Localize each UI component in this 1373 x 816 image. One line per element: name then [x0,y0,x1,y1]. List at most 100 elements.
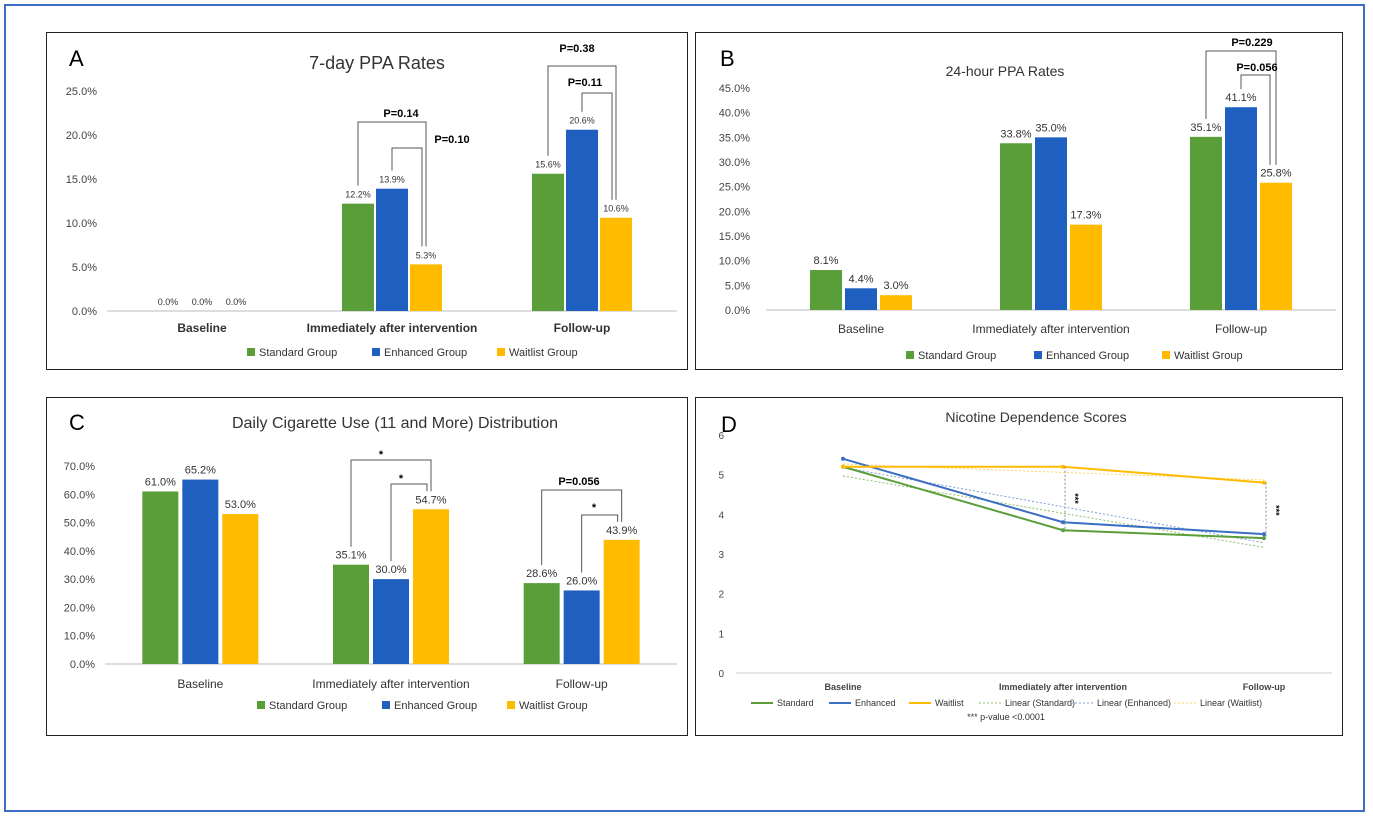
category-label: Follow-up [1215,322,1267,336]
legend-swatch [372,348,380,356]
bar [532,173,564,311]
y-tick-label: 4 [718,510,724,521]
legend-label: Waitlist Group [1174,350,1243,362]
legend-label: Linear (Enhanced) [1097,698,1171,708]
p-value-label: P=0.14 [383,108,419,120]
legend-label: Waitlist [935,698,964,708]
data-label: 33.8% [1000,128,1031,140]
data-label: 61.0% [145,476,176,488]
p-value-label: P=0.11 [568,77,603,89]
panel-d-chart: D Nicotine Dependence Scores 0 1 2 3 4 5 6 Baseli… [695,397,1343,736]
y-tick-label: 15.0% [719,231,750,243]
legend-label: Standard Group [918,350,996,362]
bar [373,579,409,664]
bar [563,590,600,664]
y-tick-label: 1 [718,629,724,640]
data-label: 54.7% [415,494,446,506]
category-label: Follow-up [554,321,611,335]
bar [603,539,640,664]
significance-bracket [541,489,623,566]
legend-label: Waitlist Group [519,700,588,712]
panel-a-chart: A 7-day PPA Rates 0.0% 5.0% 10.0% 15.0% 20.0% 2… [46,32,688,370]
legend-label: Enhanced Group [394,700,477,712]
category-label: Follow-up [556,677,608,691]
significance-bracket [390,483,428,562]
significance-bracket [391,147,423,247]
panel-letter: B [720,46,735,71]
bar [523,583,560,664]
data-point [1061,520,1065,525]
p-value-label: * [379,449,384,461]
p-value-label: P=0.056 [558,476,599,488]
bar [1070,224,1102,310]
bar [142,491,179,664]
y-tick-label: 15.0% [66,174,97,186]
chart-title: 24-hour PPA Rates [946,63,1065,79]
category-label: Baseline [838,322,884,336]
category-label: Immediately after intervention [312,677,469,691]
bar [376,188,408,311]
significance-bracket [1205,50,1277,165]
legend-label: Standard Group [269,700,347,712]
data-point [1262,480,1266,485]
y-tick-label: 0 [718,669,724,680]
p-value-label: * [592,502,597,514]
legend-swatch [1162,351,1170,359]
data-label: 43.9% [606,525,637,537]
y-tick-label: 10.0% [719,256,750,268]
bar [333,564,369,664]
significance-marker: *** [1271,505,1281,516]
bar [880,295,912,310]
significance-bracket [350,459,432,547]
chart-title: Daily Cigarette Use (11 and More) Distri… [232,415,558,432]
y-tick-label: 40.0% [719,108,750,120]
y-tick-label: 60.0% [64,489,95,501]
y-tick-label: 45.0% [719,83,750,95]
bar [1000,143,1032,310]
legend-swatch [257,701,265,709]
y-tick-label: 5 [718,471,724,482]
legend-swatch [507,701,515,709]
data-point [1262,532,1266,537]
figure-frame [4,4,1365,812]
footnote: *** p-value <0.0001 [967,712,1045,722]
data-label: 41.1% [1225,92,1256,104]
legend-swatch [247,348,255,356]
p-value-label: P=0.229 [1231,37,1272,49]
y-tick-label: 6 [718,431,724,442]
data-label: 20.6% [569,116,595,126]
data-label: 26.0% [566,575,597,587]
data-point [1262,536,1266,541]
legend-label: Linear (Standard) [1005,698,1075,708]
panel-letter: A [69,46,84,71]
data-label: 35.1% [335,550,366,562]
bar [845,288,877,310]
data-label: 15.6% [535,160,561,170]
y-tick-label: 25.0% [66,86,97,98]
significance-marker: *** [1070,493,1080,504]
bar [222,514,259,664]
legend-swatch [906,351,914,359]
y-tick-label: 0.0% [70,659,95,671]
series-line [842,457,1265,536]
data-label: 3.0% [883,280,908,292]
legend-label: Enhanced Group [1046,350,1129,362]
bar [413,509,449,664]
data-label: 5.3% [416,250,437,260]
category-label: Immediately after intervention [307,321,478,335]
y-tick-label: 0.0% [725,305,750,317]
significance-bracket [1240,74,1271,165]
data-label: 13.9% [379,175,405,185]
data-label: 0.0% [158,297,179,307]
data-label: 25.8% [1260,168,1291,180]
data-label: 35.1% [1190,122,1221,134]
legend-label: Linear (Waitlist) [1200,698,1262,708]
footnote: * p-value <0.05 [47,398,81,401]
y-tick-label: 20.0% [64,602,95,614]
data-label: 28.6% [526,568,557,580]
data-label: 10.6% [603,204,629,214]
category-label: Immediately after intervention [999,682,1127,692]
data-label: 12.2% [345,190,371,200]
data-label: 8.1% [813,255,838,267]
significance-bracket [547,65,617,200]
